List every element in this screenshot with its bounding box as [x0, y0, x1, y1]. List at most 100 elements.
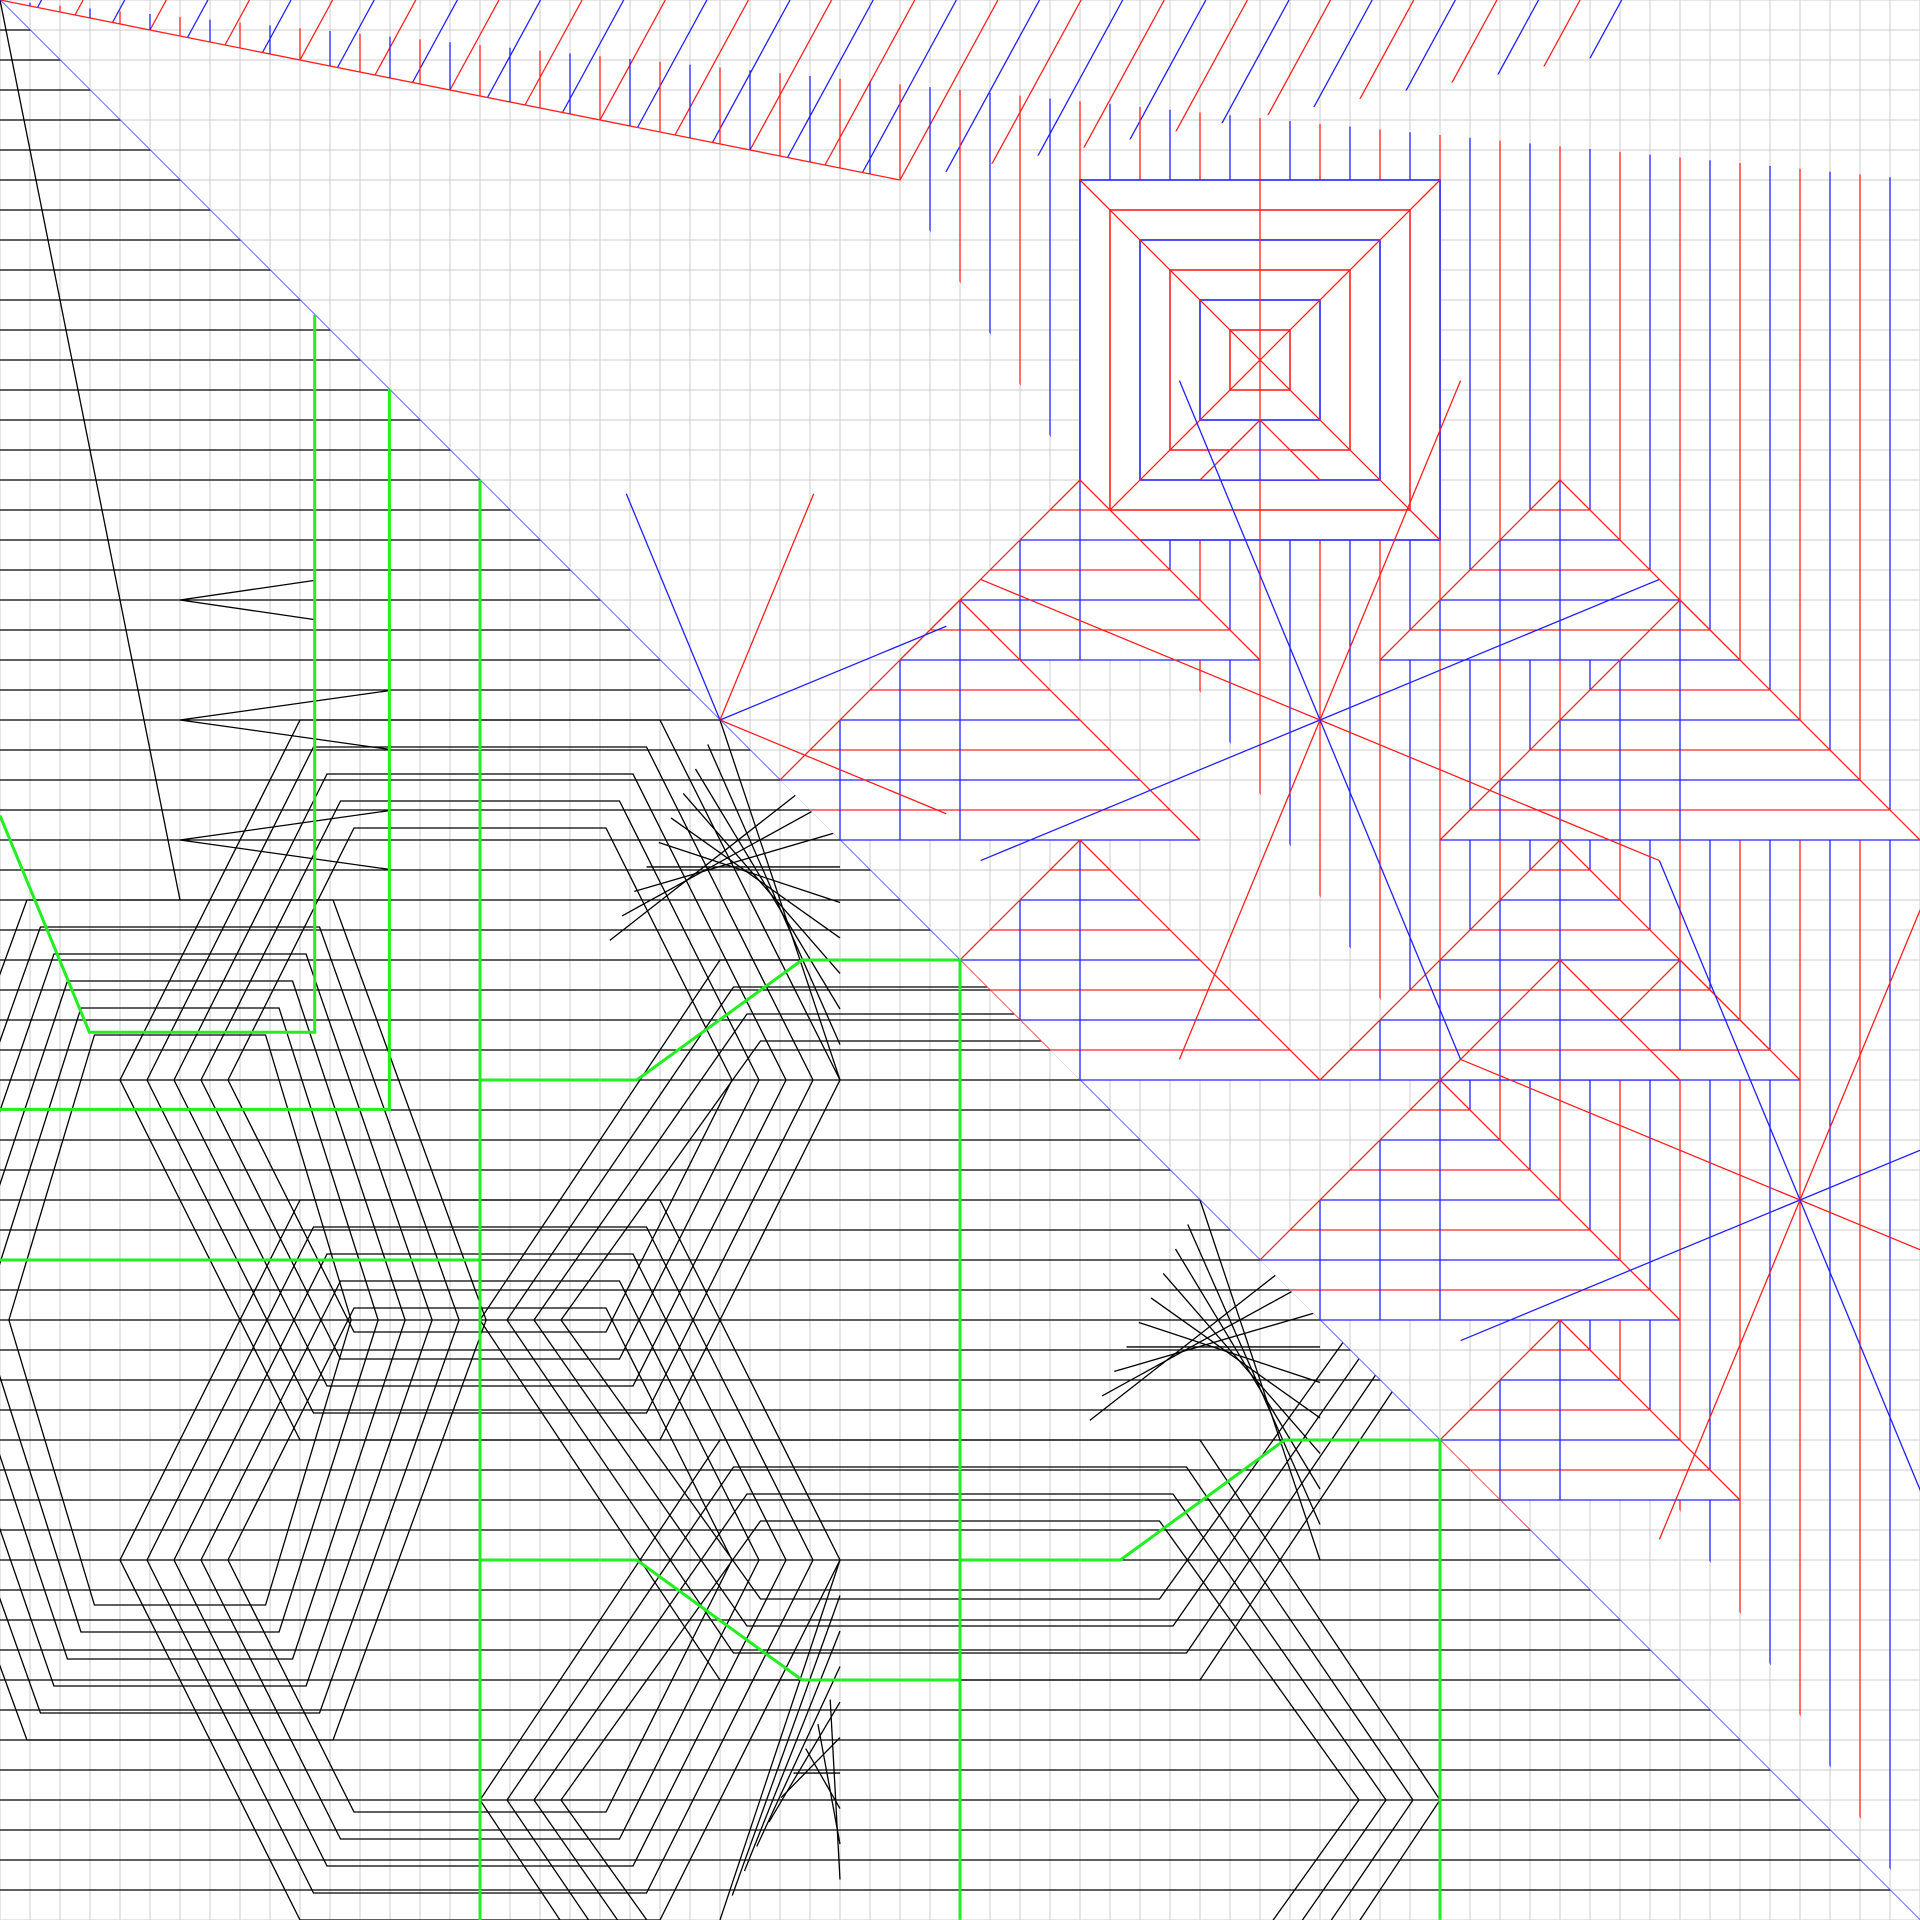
guide-line: [480, 960, 960, 1920]
crease: [1179, 720, 1320, 1059]
crease: [180, 600, 315, 620]
crease: [659, 842, 840, 902]
crease: [830, 1700, 840, 1880]
crease: [720, 720, 840, 1080]
crease: [696, 769, 840, 1009]
crease: [561, 1521, 1359, 1920]
crease: [1320, 840, 1560, 1080]
crease: [1163, 1273, 1320, 1453]
crease: [180, 840, 389, 869]
crease: [1800, 861, 1920, 1200]
crease: [708, 744, 840, 1044]
crease: [263, 0, 292, 53]
guide-line: [960, 1440, 1440, 1920]
crease: [201, 1281, 759, 1839]
crease: [375, 0, 416, 75]
crease: [75, 0, 83, 15]
crease: [1320, 381, 1461, 720]
crease: [0, 954, 432, 1686]
crease: [450, 0, 499, 90]
crease: [638, 0, 707, 128]
crease: [675, 0, 748, 135]
crease: [9, 1035, 351, 1605]
crease: [1440, 600, 1680, 840]
crease: [0, 0, 180, 900]
crease: [1114, 1311, 1320, 1371]
crease: [720, 1560, 840, 1920]
crease: [1440, 1080, 1680, 1320]
crease: [1380, 480, 1560, 660]
crease: [1461, 1200, 1800, 1341]
crease: [1260, 420, 1320, 480]
crease: [981, 579, 1320, 720]
crease: [534, 1494, 1386, 1920]
crease: [671, 818, 840, 938]
crease: [634, 831, 840, 891]
crease: [225, 0, 249, 45]
crease: [228, 828, 732, 1332]
crease: [981, 720, 1320, 861]
crease: [600, 0, 665, 120]
crease: [338, 0, 375, 68]
crease: [38, 0, 42, 8]
crease: [201, 801, 759, 1359]
crease: [713, 0, 791, 143]
crease: [1080, 840, 1320, 1080]
crease: [1102, 1276, 1320, 1396]
crease: [818, 1724, 840, 1844]
crease: [720, 720, 946, 814]
crease: [750, 0, 832, 150]
crease: [975, 0, 1081, 195]
crease: [180, 580, 315, 600]
crease: [1088, 0, 1206, 218]
crease: [1320, 720, 1659, 861]
crease: [1440, 1440, 1530, 1530]
crease: [1200, 420, 1260, 480]
crease: [938, 0, 1040, 188]
crease: [300, 0, 333, 60]
guide-line: [0, 315, 315, 1033]
crease: [720, 626, 946, 720]
crease: [781, 1738, 840, 1798]
crease: [113, 0, 125, 23]
crease: [1200, 1200, 1320, 1560]
crease: [806, 1749, 840, 1809]
crease: [488, 0, 541, 98]
crease: [1151, 1298, 1320, 1418]
crease: [720, 494, 814, 720]
crease: [1461, 1059, 1800, 1200]
crease: [1560, 1320, 1740, 1500]
crease: [788, 0, 874, 158]
crease: [683, 793, 840, 973]
green-guides: [0, 315, 1440, 1920]
crease: [1659, 861, 1800, 1200]
crease: [732, 1596, 840, 1896]
crease: [0, 900, 486, 1740]
crease: [1560, 960, 1680, 1080]
crease: [1176, 1249, 1320, 1489]
crease: [863, 0, 957, 173]
crease: [150, 0, 166, 30]
guide-line: [0, 389, 389, 1109]
crease: [960, 600, 1200, 840]
crease: [757, 1667, 840, 1847]
crease: [622, 796, 840, 916]
crease: [188, 0, 208, 38]
crease: [1163, 0, 1290, 233]
crease: [1139, 1322, 1320, 1382]
crease: [1440, 960, 1560, 1080]
crease: [1320, 720, 1461, 1059]
crease: [1179, 381, 1320, 720]
crease: [1800, 1200, 1920, 1539]
crease: [563, 0, 624, 113]
crease: [1320, 579, 1659, 720]
crease: [626, 494, 720, 720]
crease: [1125, 0, 1247, 225]
crease: [744, 1631, 840, 1871]
crease: [1659, 1200, 1800, 1539]
crease: [147, 1227, 813, 1893]
crease: [1680, 960, 1770, 1050]
crease: [0, 927, 459, 1713]
